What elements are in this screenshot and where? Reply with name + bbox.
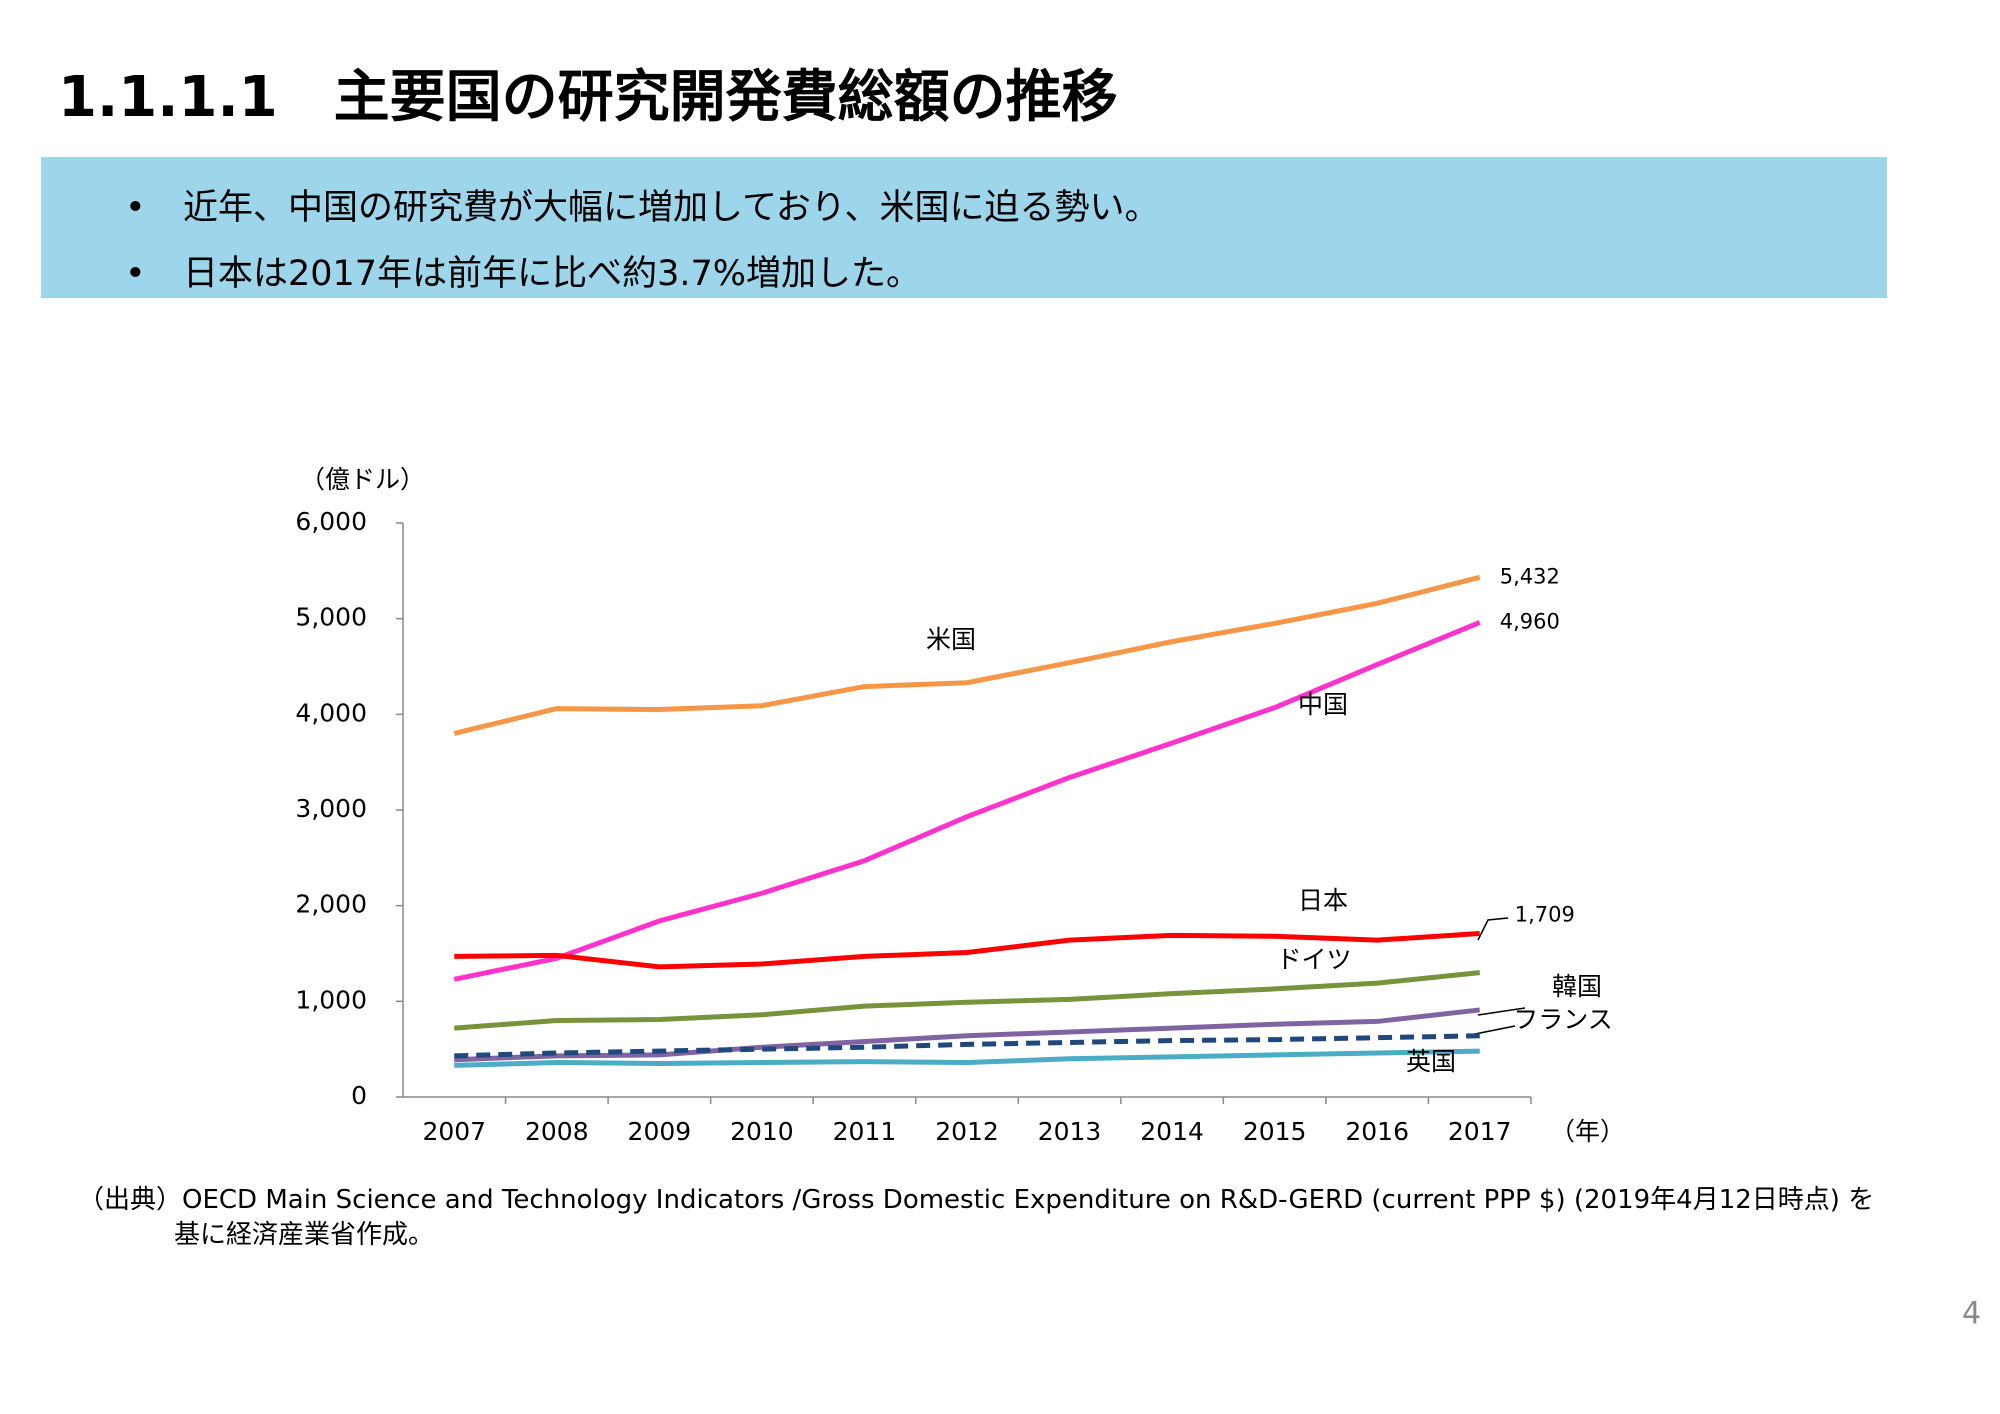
bullet: • 近年、中国の研究費が大幅に増加しており、米国に迫る勢い。 <box>125 188 1160 228</box>
bullet-text: 日本は2017年は前年に比べ約3.7%増加した。 <box>183 254 921 294</box>
value-label: 5,432 <box>1500 564 1560 588</box>
y-tick-label: 3,000 <box>295 794 367 823</box>
value-label: 1,709 <box>1515 903 1575 927</box>
series-label: フランス <box>1513 1005 1613 1034</box>
series-label: 韓国 <box>1552 972 1602 1001</box>
chart: （億ドル） （年） 0 1,000 2,000 3,000 4,000 5,000 6,00… <box>295 465 1625 1146</box>
series-line <box>454 931 1480 970</box>
x-tick-label: 2011 <box>833 1117 897 1146</box>
series-line <box>454 1007 1481 1063</box>
x-tick-label: 2016 <box>1345 1117 1409 1146</box>
y-axis-label: （億ドル） <box>300 465 425 494</box>
x-tick-label: 2012 <box>935 1117 999 1146</box>
x-tick-label: 2014 <box>1140 1117 1204 1146</box>
value-label: 4,960 <box>1500 609 1560 633</box>
x-tick-label: 2009 <box>628 1117 692 1146</box>
y-tick-label: 6,000 <box>295 507 367 536</box>
x-axis-label: （年） <box>1550 1117 1625 1146</box>
series-label: 米国 <box>926 625 976 654</box>
x-tick-label: 2013 <box>1038 1117 1102 1146</box>
x-tick-label: 2015 <box>1243 1117 1307 1146</box>
series-line <box>453 620 1481 982</box>
bullet: • 日本は2017年は前年に比べ約3.7%増加した。 <box>125 254 921 294</box>
y-tick-label: 5,000 <box>295 603 367 632</box>
series-line <box>453 574 1481 736</box>
page-number: 4 <box>1962 1296 1982 1331</box>
y-tick-label: 4,000 <box>295 698 367 727</box>
source-note: （出典）OECD Main Science and Technology Ind… <box>78 1185 1875 1250</box>
x-tick-label: 2008 <box>525 1117 589 1146</box>
series-label: 英国 <box>1406 1047 1456 1076</box>
leader-line <box>1477 917 1509 941</box>
y-tick-label: 0 <box>351 1081 367 1110</box>
x-tick-label: 2007 <box>422 1117 486 1146</box>
bullet-text: 近年、中国の研究費が大幅に増加しており、米国に迫る勢い。 <box>183 188 1160 228</box>
series-line <box>454 1033 1480 1059</box>
summary-box: • 近年、中国の研究費が大幅に増加しており、米国に迫る勢い。 • 日本は2017年は… <box>41 157 1887 298</box>
leader-line <box>1477 1007 1526 1016</box>
series-line <box>454 970 1480 1031</box>
series-label: ドイツ <box>1276 945 1351 974</box>
series-label: 中国 <box>1298 690 1348 719</box>
x-tick-label: 2010 <box>730 1117 794 1146</box>
x-tick-label: 2017 <box>1448 1117 1512 1146</box>
slide-title: 1.1.1.1 主要国の研究開発費総額の推移 <box>58 65 1118 130</box>
series-line <box>454 1048 1480 1068</box>
y-tick-label: 2,000 <box>295 890 367 919</box>
y-tick-label: 1,000 <box>295 985 367 1014</box>
series-label: 日本 <box>1298 886 1348 915</box>
